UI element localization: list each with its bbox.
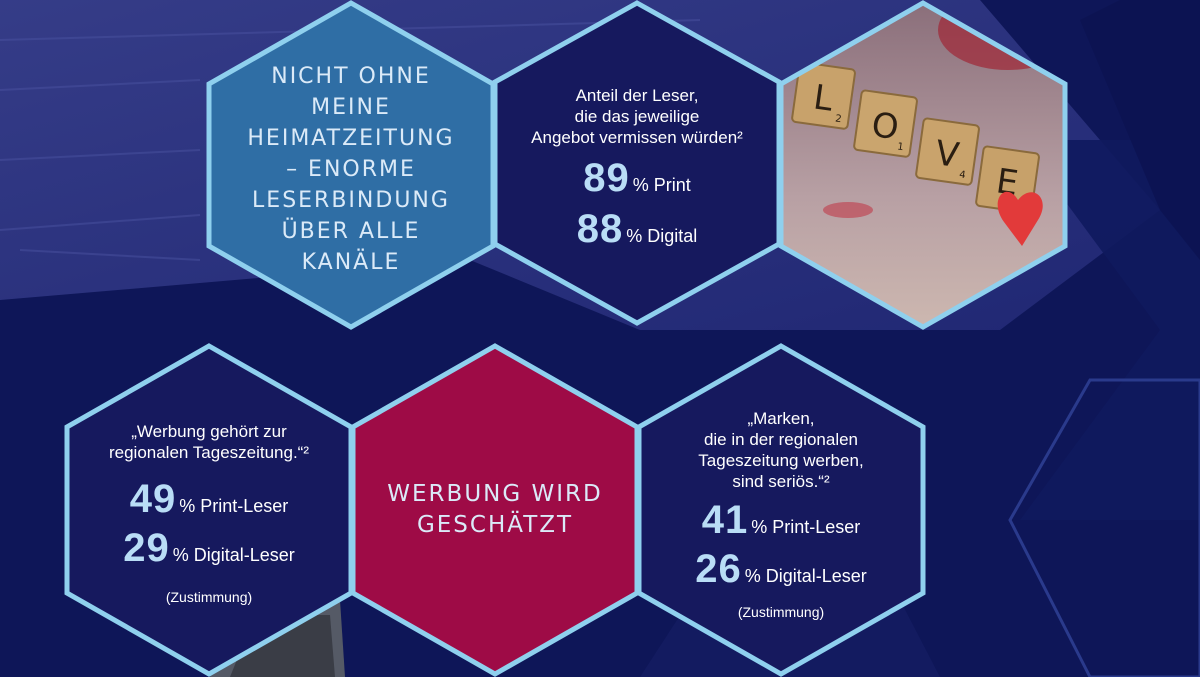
quote-line: „Marken, [747,409,815,428]
stat-value: 41 [701,498,749,542]
stat-digital-leser: 26 % Digital-Leser [695,547,867,592]
heimat-title-line: – ENORME [286,156,416,182]
red-heart [997,191,1043,246]
quote-line: „Werbung gehört zur [131,422,287,441]
stat-value: 88 [576,206,624,251]
heimat-title-line: LESERBINDUNG [252,187,450,213]
stat-label: % Print-Leser [179,496,289,516]
hex-marken-serioes: „Marken, die in der regionalen Tageszeit… [636,343,926,677]
stat-value: 26 [695,547,742,591]
heimat-title-line: HEIMATZEITUNG [247,125,455,151]
heimat-title-line: MEINE [311,94,391,120]
hex-anteil-leser: Anteil der Leser, die das jeweilige Ange… [492,0,782,326]
geschaetzt-title-line: GESCHÄTZT [416,512,574,538]
quote-line: Tageszeitung werben, [698,451,864,470]
stat-print-leser: 41 % Print-Leser [702,498,861,543]
stat-label: % Digital-Leser [172,545,295,565]
stat-print-leser: 49 % Print-Leser [130,477,289,522]
hex-love-photo: L 2 O 1 V 4 E [778,0,1068,330]
anteil-intro-line: die das jeweilige [574,106,700,126]
heimat-title-line: ÜBER ALLE [281,218,421,244]
stat-print: 89 % Print [583,156,691,201]
stat-digital-leser: 29 % Digital-Leser [123,526,295,571]
stat-label: % Digital-Leser [744,566,867,586]
hex-werbung-geschaetzt: WERBUNG WIRD GESCHÄTZT [350,343,640,677]
stat-value: 49 [129,477,177,521]
anteil-intro-line: Anteil der Leser, [575,85,699,105]
footnote: (Zustimmung) [737,604,825,620]
hex-shape [492,0,782,326]
love-scrabble-image: L 2 O 1 V 4 E [778,0,1068,330]
geschaetzt-title-line: WERBUNG WIRD [387,481,603,507]
hex-werbung-gehoert: „Werbung gehört zur regionalen Tageszeit… [64,343,354,677]
heimat-title-line: KANÄLE [301,249,401,275]
stat-value: 29 [123,526,170,570]
stat-digital: 88 % Digital [577,207,698,252]
quote-line: regionalen Tageszeitung.“² [108,443,310,462]
hex-heimatzeitung: NICHT OHNE MEINE HEIMATZEITUNG – ENORME … [206,0,496,330]
tile-points: 1 [896,142,904,154]
hex-shape [636,343,926,677]
quote-line: sind seriös.“² [732,472,830,491]
tile-letter: V [933,133,962,176]
stat-label: % Print-Leser [751,517,861,537]
footnote: (Zustimmung) [165,589,253,605]
scrabble-tiles: L 2 O 1 V 4 E [791,61,1040,214]
tile-points: 4 [958,170,966,182]
anteil-intro-line: Angebot vermissen würden² [531,127,743,147]
heimat-title-line: NICHT OHNE [271,63,431,89]
stat-label: % Digital [626,225,698,246]
stat-value: 89 [583,155,630,200]
quote-line: die in der regionalen [703,430,859,449]
stat-label: % Print [632,174,691,195]
tile-letter: O [869,105,901,148]
tile-points: 2 [834,114,842,126]
